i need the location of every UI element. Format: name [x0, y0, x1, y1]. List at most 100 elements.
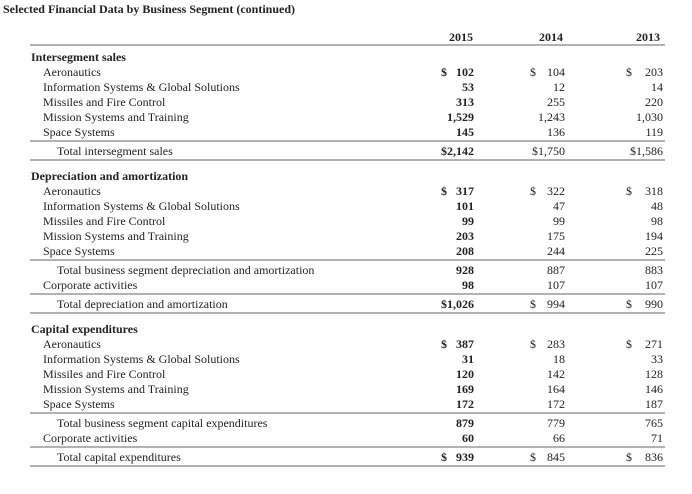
cell-amount: 1,243: [538, 110, 565, 124]
cell-amount: 313: [456, 95, 474, 109]
cell-amount: 98: [462, 278, 474, 292]
cell-amount: 765: [645, 416, 663, 430]
cell-amount: 194: [645, 229, 663, 243]
cell-amount: 203: [456, 229, 474, 243]
cell-amount: 172: [547, 397, 565, 411]
cell-amount: 146: [645, 382, 663, 396]
cell-amount: 994: [547, 297, 565, 311]
cell-amount: 172: [456, 397, 474, 411]
cell-amount: 387: [456, 337, 474, 351]
cell-amount: 879: [456, 416, 474, 430]
cell-amount: 119: [645, 125, 663, 139]
row-label: Missiles and Fire Control: [43, 214, 166, 228]
cell-amount: 1,030: [636, 110, 663, 124]
cell-amount: 187: [645, 397, 663, 411]
currency-sign: $: [441, 184, 447, 198]
cell-amount: 12: [553, 80, 565, 94]
row-label: Corporate activities: [43, 278, 138, 292]
section-heading: Capital expenditures: [31, 322, 138, 336]
cell-amount: 208: [456, 244, 474, 258]
row-label: Total capital expenditures: [57, 450, 181, 464]
cell-amount: 99: [553, 214, 565, 228]
cell-amount: 107: [547, 278, 565, 292]
cell-amount: 60: [462, 431, 474, 445]
cell-amount: 928: [456, 263, 474, 277]
cell-amount: 33: [651, 352, 663, 366]
cell-amount: 244: [547, 244, 565, 258]
row-label: Total business segment capital expenditu…: [57, 416, 268, 430]
currency-sign: $: [626, 337, 632, 351]
cell-amount: 939: [456, 450, 474, 464]
cell-amount: 14: [651, 80, 663, 94]
column-header: 2013: [636, 30, 660, 44]
currency-sign: $: [626, 450, 632, 464]
cell-amount: 98: [651, 214, 663, 228]
row-label: Total intersegment sales: [57, 144, 173, 158]
cell-amount: $2,142: [441, 144, 474, 158]
row-label: Mission Systems and Training: [43, 382, 189, 396]
currency-sign: $: [626, 184, 632, 198]
cell-amount: 66: [553, 431, 565, 445]
cell-amount: 322: [547, 184, 565, 198]
cell-amount: 142: [547, 367, 565, 381]
cell-amount: 175: [547, 229, 565, 243]
currency-sign: $: [530, 65, 536, 79]
cell-amount: 169: [456, 382, 474, 396]
row-label: Information Systems & Global Solutions: [43, 352, 240, 366]
cell-amount: 53: [462, 80, 474, 94]
cell-amount: 887: [547, 263, 565, 277]
cell-amount: 107: [645, 278, 663, 292]
cell-amount: 99: [462, 214, 474, 228]
row-label: Information Systems & Global Solutions: [43, 199, 240, 213]
currency-sign: $: [530, 337, 536, 351]
cell-amount: 318: [645, 184, 663, 198]
cell-amount: 101: [456, 199, 474, 213]
cell-amount: 102: [456, 65, 474, 79]
section-heading: Intersegment sales: [31, 50, 126, 64]
row-label: Mission Systems and Training: [43, 229, 189, 243]
row-label: Missiles and Fire Control: [43, 367, 166, 381]
cell-amount: 164: [547, 382, 565, 396]
column-header: 2015: [449, 30, 473, 44]
row-label: Space Systems: [43, 397, 115, 411]
cell-amount: 120: [456, 367, 474, 381]
cell-amount: 71: [651, 431, 663, 445]
cell-amount: $1,026: [441, 297, 474, 311]
cell-amount: 220: [645, 95, 663, 109]
cell-amount: 18: [553, 352, 565, 366]
cell-amount: 104: [547, 65, 565, 79]
cell-amount: 845: [547, 450, 565, 464]
row-label: Aeronautics: [43, 65, 101, 79]
row-label: Total depreciation and amortization: [57, 297, 228, 311]
cell-amount: 836: [645, 450, 663, 464]
cell-amount: 271: [645, 337, 663, 351]
row-label: Corporate activities: [43, 431, 138, 445]
row-label: Aeronautics: [43, 184, 101, 198]
row-label: Information Systems & Global Solutions: [43, 80, 240, 94]
cell-amount: 136: [547, 125, 565, 139]
currency-sign: $: [626, 297, 632, 311]
cell-amount: 990: [645, 297, 663, 311]
cell-amount: $1,586: [630, 144, 663, 158]
cell-amount: $1,750: [532, 144, 565, 158]
cell-amount: 883: [645, 263, 663, 277]
column-header: 2014: [539, 30, 563, 44]
cell-amount: 47: [553, 199, 565, 213]
row-label: Total business segment depreciation and …: [57, 263, 314, 277]
cell-amount: 48: [651, 199, 663, 213]
cell-amount: 128: [645, 367, 663, 381]
table-title: Selected Financial Data by Business Segm…: [3, 2, 295, 16]
currency-sign: $: [530, 450, 536, 464]
row-label: Aeronautics: [43, 337, 101, 351]
cell-amount: 31: [462, 352, 474, 366]
cell-amount: 1,529: [447, 110, 474, 124]
currency-sign: $: [441, 65, 447, 79]
cell-amount: 255: [547, 95, 565, 109]
row-label: Space Systems: [43, 244, 115, 258]
currency-sign: $: [530, 184, 536, 198]
cell-amount: 283: [547, 337, 565, 351]
cell-amount: 779: [547, 416, 565, 430]
currency-sign: $: [626, 65, 632, 79]
cell-amount: 225: [645, 244, 663, 258]
